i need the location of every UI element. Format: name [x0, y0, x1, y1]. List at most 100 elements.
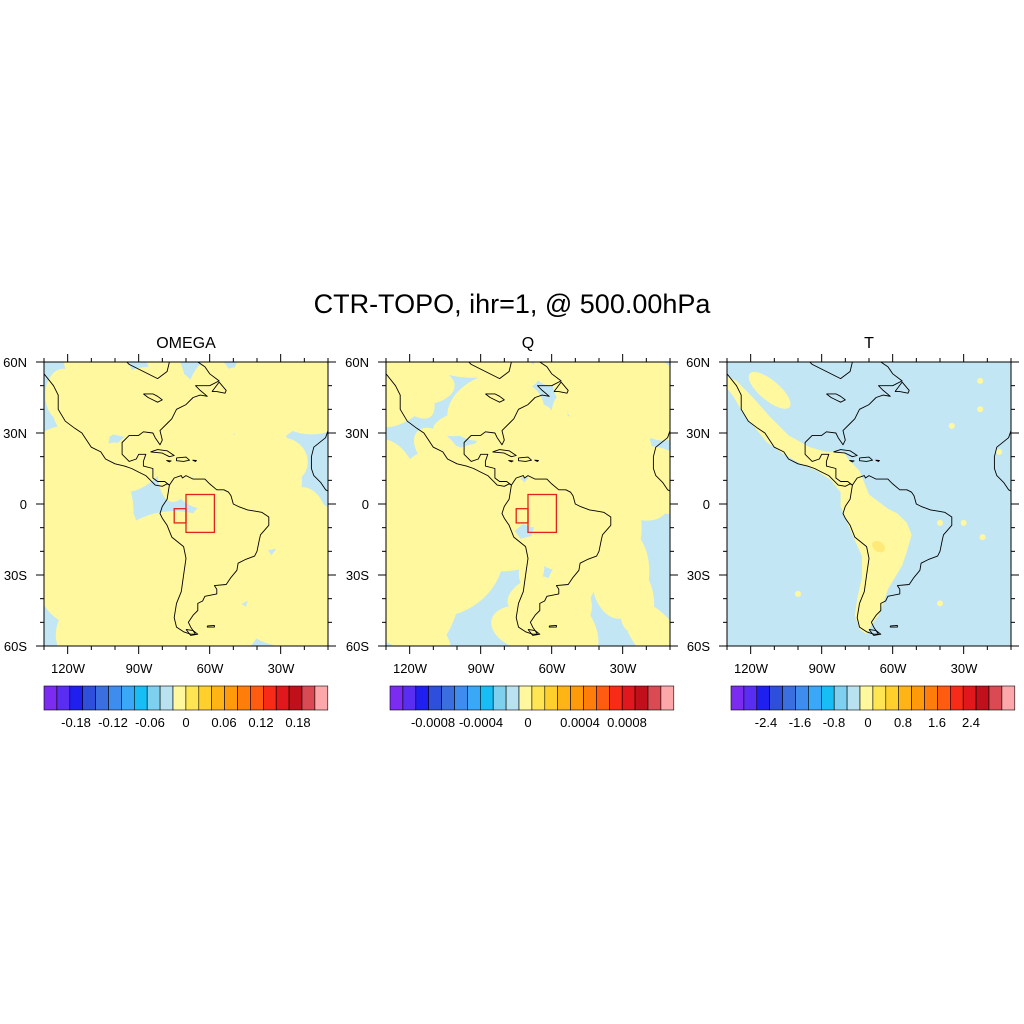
y-tick-labels: 60N 30N 0 30S 60S	[3, 355, 27, 654]
colorbar-tick-label: -0.8	[823, 715, 845, 730]
axis-ticks	[36, 354, 336, 654]
coastline	[849, 460, 855, 463]
coastline	[176, 456, 190, 462]
coastline	[143, 393, 163, 403]
colorbar-swatch	[428, 685, 442, 711]
colorbar-swatch	[621, 685, 636, 711]
colorbar-swatch	[146, 685, 161, 711]
colorbar-swatch	[69, 685, 84, 711]
y-tick-label: 30N	[345, 426, 369, 441]
panel-q: Q 120W 90W 60W 30W 60N 30N 0 30S 60S -0.…	[345, 335, 678, 730]
colorbar-swatch	[479, 685, 494, 711]
x-tick-label: 30W	[610, 661, 637, 676]
colorbar-swatch	[885, 685, 899, 711]
coastline	[159, 475, 270, 635]
colorbar-swatch	[782, 685, 796, 711]
field-blobs	[795, 377, 1003, 607]
coastline	[534, 459, 539, 462]
colorbar-swatch	[134, 685, 148, 711]
field-blob	[651, 382, 670, 410]
field-blob	[413, 427, 462, 475]
colorbar-swatch	[911, 685, 925, 711]
field-blobs	[386, 362, 670, 646]
x-tick-label: 120W	[393, 661, 428, 676]
x-tick-label: 60W	[539, 661, 566, 676]
colorbar-swatch	[454, 685, 468, 711]
field-blob	[233, 362, 293, 401]
region-box	[185, 493, 216, 534]
y-tick-label: 60S	[687, 639, 710, 654]
coastline	[386, 362, 562, 487]
colorbar-swatch	[808, 685, 822, 711]
coastline	[508, 460, 514, 463]
map-area	[727, 357, 1011, 646]
coastline	[842, 475, 953, 635]
panel-title: OMEGA	[156, 335, 216, 352]
region-boxes	[515, 493, 558, 534]
coastline	[826, 393, 846, 403]
colorbar-swatch	[198, 685, 213, 711]
coastline	[833, 449, 858, 458]
coastline	[859, 456, 873, 462]
field-blob	[977, 406, 984, 413]
coastline	[501, 475, 612, 635]
colorbar-swatch	[288, 685, 303, 711]
colorbar-swatch	[647, 685, 662, 711]
y-tick-labels: 60N 30N 0 30S 60S	[345, 355, 369, 654]
coastline	[504, 357, 540, 359]
x-tick-label: 60W	[880, 661, 907, 676]
field-blob	[483, 488, 559, 525]
colorbar-swatch	[660, 685, 675, 711]
coastline	[310, 429, 328, 492]
colorbar-swatch	[211, 685, 225, 711]
field-blob	[960, 519, 967, 526]
y-tick-labels: 60N 30N 0 30S 60S	[686, 355, 710, 654]
coastline	[44, 362, 220, 487]
colorbar-swatch	[730, 685, 745, 711]
x-tick-label: 90W	[809, 661, 836, 676]
colorbar-swatch	[275, 685, 290, 711]
region-box	[527, 493, 558, 534]
colorbar-swatch	[544, 685, 558, 711]
coastline	[527, 628, 541, 636]
coastline	[492, 449, 517, 458]
colorbar-swatch	[172, 685, 187, 711]
field-blob	[433, 408, 501, 437]
coastline	[150, 449, 175, 458]
field-blob	[948, 422, 955, 429]
field-blob	[977, 377, 984, 384]
field-region	[44, 544, 144, 630]
warm-region	[748, 372, 791, 409]
coastline	[845, 357, 881, 359]
colorbar-tick-label: 0.0004	[560, 715, 600, 730]
x-tick-label: 30W	[268, 661, 295, 676]
colorbar-tick-label: -0.18	[61, 715, 91, 730]
warm-region	[727, 376, 912, 635]
warm-core	[872, 540, 885, 553]
field-blob	[67, 620, 93, 646]
colorbar-swatch	[756, 685, 770, 711]
colorbar-swatch	[988, 685, 1003, 711]
field-region	[44, 451, 106, 509]
field-blob	[795, 590, 801, 597]
field-region	[388, 366, 455, 405]
colorbar-tick-label: 2.4	[962, 715, 980, 730]
colorbar-swatch	[743, 685, 758, 711]
colorbar-tick-label: -2.4	[755, 715, 777, 730]
figure-title: CTR-TOPO, ihr=1, @ 500.00hPa	[314, 289, 712, 319]
coastline	[206, 624, 215, 628]
field-region	[209, 480, 305, 552]
panel-omega: OMEGA 120W 90W 60W 30W 60N 30N 0 30S 60S…	[3, 335, 336, 730]
coastline	[889, 624, 898, 628]
colorbar-labels: -0.18 -0.12 -0.06 0 0.06 0.12 0.18	[61, 715, 310, 730]
coastline	[518, 456, 532, 462]
colorbar-tick-label: 0	[524, 715, 531, 730]
colorbar-tick-label: 0.06	[211, 715, 236, 730]
field-blob	[491, 605, 558, 646]
field-blob	[83, 503, 117, 555]
field-blob	[150, 599, 188, 646]
y-tick-label: 60N	[3, 355, 27, 370]
panel-title: Q	[522, 335, 534, 352]
colorbar-swatch	[301, 685, 316, 711]
coastline	[553, 381, 569, 394]
